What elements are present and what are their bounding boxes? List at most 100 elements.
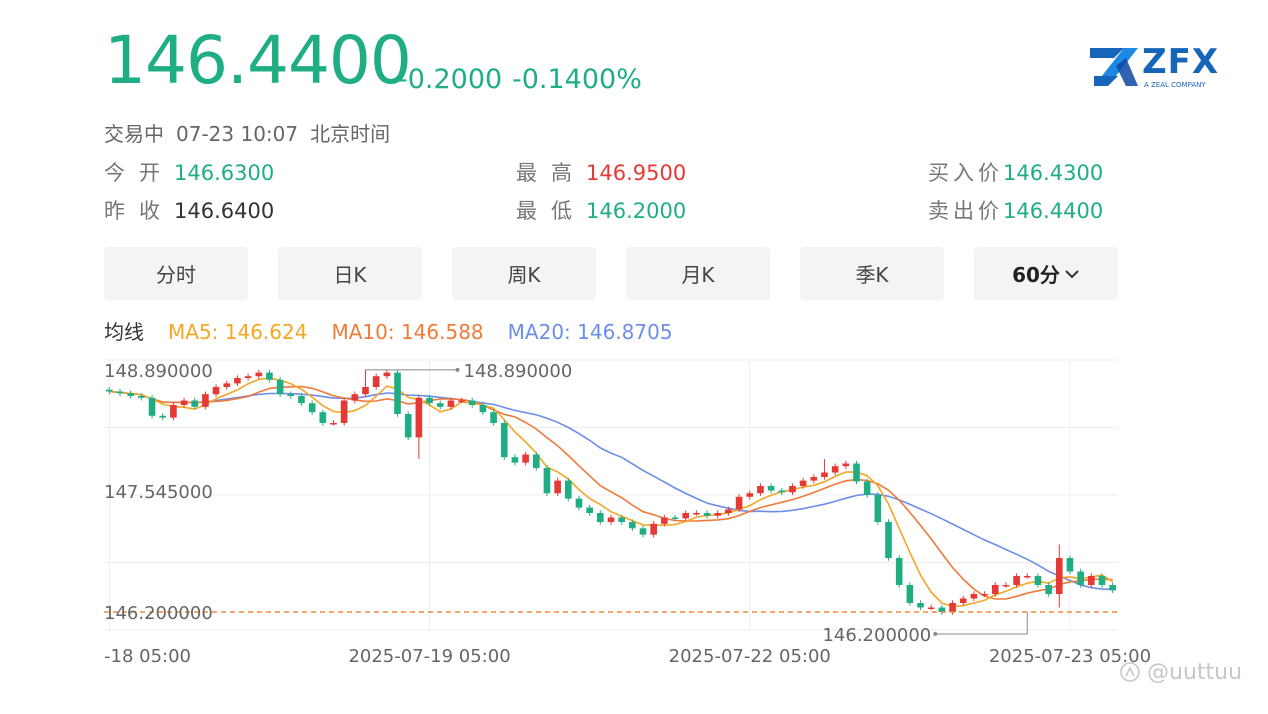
candle-body	[372, 376, 380, 387]
ma-legend-title: 均线	[104, 320, 144, 344]
y-tick-label: 147.545000	[104, 482, 213, 503]
stat-bid-value: 146.4300	[1003, 161, 1104, 185]
candle-body	[853, 463, 860, 482]
candle-body	[138, 396, 145, 398]
stat-ask-label: 卖出价	[928, 199, 1003, 223]
tab-monthly[interactable]: 月K	[626, 247, 770, 300]
candle-body	[1002, 585, 1010, 587]
candle-body	[223, 383, 231, 387]
candle-body	[949, 603, 956, 612]
candle-body	[554, 480, 561, 494]
y-axis-labels: 148.890000 147.545000 146.200000	[104, 361, 213, 624]
stat-low-label: 最低	[516, 199, 586, 223]
candle-body	[415, 397, 423, 438]
status-time: 07-23 10:07	[176, 122, 299, 146]
candle-body	[244, 376, 252, 378]
ma-lines	[109, 377, 1114, 608]
candle-body	[212, 387, 220, 395]
candle-body	[799, 480, 807, 486]
trading-status: 交易中 07-23 10:07 北京时间	[104, 118, 402, 147]
candle-body	[927, 607, 935, 609]
candle-body	[575, 498, 583, 508]
candle-body	[959, 598, 967, 603]
candle-body	[106, 389, 113, 392]
candle-body	[639, 528, 647, 535]
candle-body	[682, 513, 690, 519]
candle-body	[276, 379, 284, 395]
tab-monthly-label: 月K	[681, 263, 715, 287]
candle-body	[831, 466, 839, 473]
tab-weekly[interactable]: 周K	[452, 247, 596, 300]
candle-body	[970, 594, 978, 599]
candle-body	[287, 394, 295, 396]
candle-body	[127, 393, 134, 396]
candle-body	[757, 486, 764, 494]
candle-body	[522, 454, 529, 463]
min-annotation-label: 146.200000	[822, 625, 931, 646]
candlestick-chart[interactable]: 148.890000 147.545000 146.200000 -18 05:00…	[0, 350, 1268, 680]
chevron-down-icon	[1065, 269, 1079, 278]
tab-intraday[interactable]: 分时	[104, 247, 248, 300]
candle-body	[778, 490, 786, 493]
candle-body	[991, 585, 999, 594]
price-change: -0.2000	[398, 64, 503, 95]
candle-body	[810, 477, 818, 481]
ma-legend: 均线 MA5: 146.624 MA10: 146.588 MA20: 146.870…	[104, 316, 697, 345]
candle-body	[532, 454, 540, 468]
period-tabs: 分时 日K 周K 月K 季K 60分	[104, 247, 1118, 300]
candle-body	[1098, 576, 1106, 585]
tab-daily[interactable]: 日K	[278, 247, 422, 300]
stat-low-value: 146.2000	[586, 199, 687, 223]
candles	[106, 369, 1116, 615]
candle-body	[885, 522, 892, 558]
candle-body	[180, 400, 188, 405]
ma5-line	[109, 377, 1114, 608]
candle-body	[468, 400, 476, 405]
candle-body	[863, 481, 871, 495]
candle-body	[693, 513, 700, 515]
max-annotation-label: 148.890000	[464, 361, 573, 382]
candle-body	[319, 412, 327, 423]
tab-quarterly-label: 季K	[855, 263, 889, 287]
candle-body	[586, 507, 593, 513]
candle-body	[895, 558, 903, 585]
tab-weekly-label: 周K	[507, 263, 541, 287]
y-tick-label: 148.890000	[104, 361, 213, 382]
candle-body	[1034, 576, 1042, 585]
candle-body	[607, 517, 615, 522]
candle-body	[234, 378, 241, 384]
candle-body	[618, 517, 625, 522]
status-text: 交易中	[104, 122, 164, 146]
candle-body	[650, 523, 658, 535]
candle-body	[746, 493, 754, 497]
candle-body	[148, 397, 156, 416]
candle-body	[511, 457, 519, 463]
stat-open: 今开146.6300	[104, 163, 274, 184]
zhihu-icon	[1120, 662, 1140, 682]
stat-bid-label: 买入价	[928, 161, 1003, 185]
tab-60min[interactable]: 60分	[974, 247, 1118, 300]
candle-body	[725, 509, 732, 513]
stat-high-label: 最高	[516, 161, 586, 185]
candle-body	[661, 517, 668, 524]
max-annotation-dot	[455, 367, 460, 372]
candle-body	[436, 403, 444, 407]
stat-high-value: 146.9500	[586, 161, 687, 185]
candle-body	[597, 513, 604, 522]
ma20-line	[109, 390, 1113, 591]
x-tick-label: -18 05:00	[104, 646, 191, 667]
candle-body	[1055, 558, 1063, 594]
candle-body	[906, 585, 914, 603]
price-change-pct: -0.1400%	[512, 64, 642, 95]
extreme-annotations: 148.890000 146.200000	[365, 361, 1028, 646]
candle-body	[351, 394, 359, 401]
tab-quarterly[interactable]: 季K	[800, 247, 944, 300]
candle-body	[767, 486, 775, 491]
x-tick-label: 2025-07-19 05:00	[348, 646, 510, 667]
candle-body	[874, 495, 882, 522]
min-annotation-dot	[933, 632, 938, 636]
candle-body	[479, 405, 487, 413]
candle-body	[671, 517, 679, 519]
candle-body	[1088, 576, 1095, 585]
x-tick-label: 2025-07-23 05:00	[989, 646, 1151, 667]
